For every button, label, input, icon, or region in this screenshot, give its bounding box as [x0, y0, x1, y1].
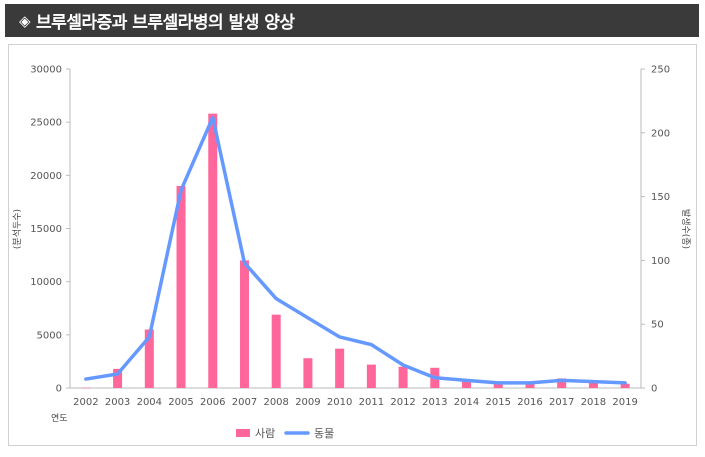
bar-2003 [113, 368, 123, 388]
x-axis-title: 연도 [51, 413, 68, 424]
y2-tick-label: 50 [651, 320, 664, 331]
x-tick-label: 2010 [327, 397, 352, 408]
chart-title-bar: ◈ 브루셀라증과 브루셀라병의 발생 양상 [5, 4, 699, 37]
y2-axis-title: 발생수(종) [680, 209, 691, 249]
bar-2012 [398, 366, 408, 388]
x-tick-label: 2011 [359, 397, 384, 408]
bar-2018 [588, 381, 598, 388]
x-tick-label: 2003 [105, 397, 130, 408]
x-tick-label: 2007 [232, 397, 257, 408]
y2-tick-label: 0 [651, 384, 657, 395]
y-tick-label: 10000 [30, 277, 62, 288]
legend-label-human: 사람 [255, 427, 275, 440]
bar-2002 [81, 387, 91, 389]
y-tick-label: 20000 [30, 171, 62, 182]
y-tick-label: 30000 [30, 65, 62, 76]
bar-2008 [271, 314, 281, 388]
x-tick-label: 2005 [168, 397, 193, 408]
y-axis-title: (분석두수) [12, 209, 23, 249]
y2-tick-label: 100 [651, 256, 670, 267]
x-tick-label: 2008 [263, 397, 288, 408]
x-tick-label: 2006 [200, 397, 225, 408]
bar-2005 [176, 185, 186, 388]
bar-2017 [557, 378, 567, 388]
x-tick-label: 2002 [73, 397, 98, 408]
diamond-icon: ◈ [19, 11, 31, 30]
y2-tick-label: 200 [651, 128, 670, 139]
legend-swatch-human [236, 429, 250, 437]
bar-2004 [144, 329, 154, 388]
bar-2011 [366, 364, 376, 388]
x-tick-label: 2014 [454, 397, 479, 408]
y2-tick-label: 150 [651, 192, 670, 203]
animal-series-line [84, 115, 627, 385]
bar-2016 [525, 381, 535, 388]
y-tick-label: 0 [56, 384, 62, 395]
bar-2015 [493, 382, 503, 388]
bar-2006 [208, 113, 218, 388]
x-tick-label: 2016 [517, 397, 542, 408]
legend-label-animal: 동물 [314, 427, 334, 440]
bar-2007 [239, 260, 249, 388]
bar-2009 [303, 358, 313, 388]
x-tick-label: 2009 [295, 397, 320, 408]
y-tick-label: 15000 [30, 224, 62, 235]
y-tick-label: 25000 [30, 118, 62, 129]
bar-2014 [462, 379, 472, 388]
chart-title: 브루셀라증과 브루셀라병의 발생 양상 [36, 13, 295, 33]
x-tick-label: 2015 [486, 397, 511, 408]
x-tick-label: 2012 [390, 397, 415, 408]
bar-2019 [620, 383, 630, 388]
y-tick-label: 5000 [37, 330, 62, 341]
x-tick-label: 2017 [549, 397, 574, 408]
bar-2010 [335, 348, 345, 388]
x-tick-label: 2004 [137, 397, 162, 408]
y2-tick-label: 250 [651, 65, 670, 76]
x-tick-label: 2018 [581, 397, 606, 408]
x-tick-label: 2013 [422, 397, 447, 408]
x-tick-label: 2019 [612, 397, 637, 408]
chart-frame [8, 44, 697, 446]
